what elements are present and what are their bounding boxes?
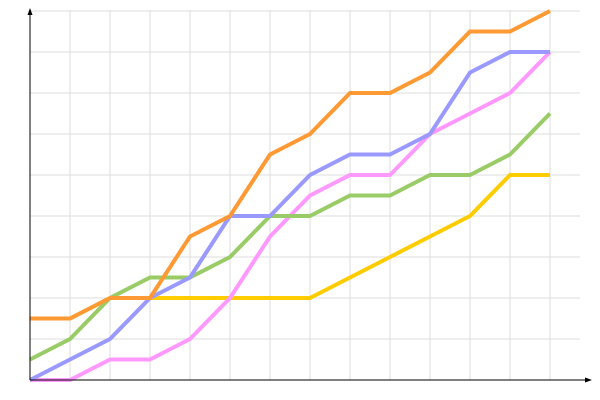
- series-group: [29, 9, 552, 382]
- y-axis-arrow-icon: [27, 8, 33, 15]
- series-line-4: [29, 50, 550, 382]
- series-line-3: [29, 112, 552, 362]
- series-line-5: [30, 9, 551, 321]
- axes: [27, 8, 592, 383]
- x-axis-arrow-icon: [585, 377, 592, 383]
- grid: [30, 10, 580, 380]
